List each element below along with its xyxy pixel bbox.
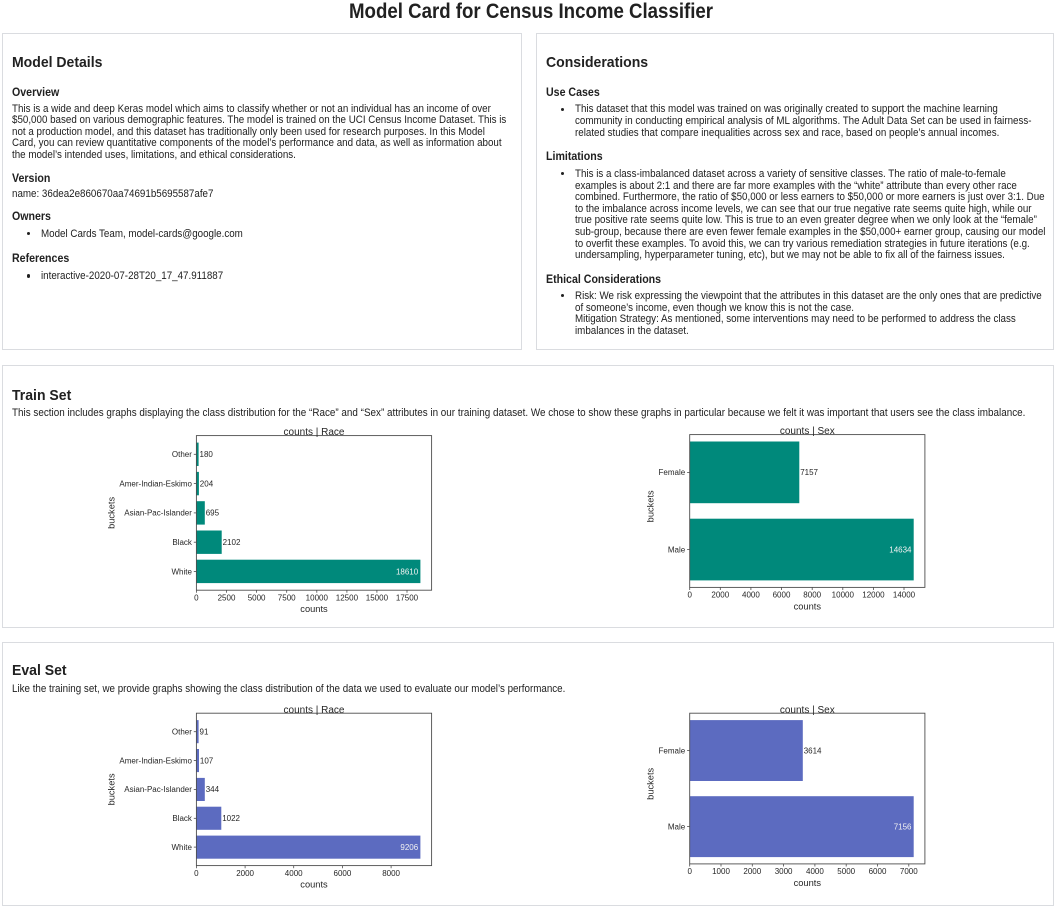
svg-text:counts | Sex: counts | Sex — [780, 426, 835, 437]
svg-text:12000: 12000 — [862, 591, 885, 600]
svg-text:buckets: buckets — [107, 497, 117, 529]
svg-text:Male: Male — [668, 545, 686, 554]
svg-text:10000: 10000 — [832, 591, 855, 600]
svg-text:2000: 2000 — [711, 591, 729, 600]
svg-text:White: White — [171, 843, 192, 852]
svg-text:Male: Male — [668, 822, 686, 831]
svg-text:counts: counts — [300, 880, 328, 890]
svg-text:204: 204 — [200, 479, 214, 488]
svg-text:7000: 7000 — [900, 867, 918, 876]
svg-text:7157: 7157 — [800, 468, 818, 477]
svg-text:344: 344 — [206, 785, 220, 794]
svg-text:1000: 1000 — [712, 867, 730, 876]
svg-text:counts | Race: counts | Race — [284, 705, 345, 716]
svg-text:17500: 17500 — [396, 594, 419, 603]
svg-text:10000: 10000 — [306, 594, 329, 603]
svg-text:counts | Race: counts | Race — [284, 427, 345, 438]
svg-text:4000: 4000 — [806, 867, 824, 876]
svg-text:14634: 14634 — [889, 545, 912, 554]
svg-text:8000: 8000 — [803, 591, 821, 600]
svg-text:Asian-Pac-Islander: Asian-Pac-Islander — [124, 509, 192, 518]
svg-text:7500: 7500 — [278, 594, 296, 603]
svg-text:18610: 18610 — [396, 567, 419, 576]
svg-text:Female: Female — [659, 468, 686, 477]
svg-text:3000: 3000 — [775, 867, 793, 876]
svg-text:5000: 5000 — [248, 594, 266, 603]
svg-text:buckets: buckets — [107, 773, 117, 805]
svg-text:buckets: buckets — [646, 767, 656, 799]
svg-text:14000: 14000 — [893, 591, 916, 600]
svg-text:Amer-Indian-Eskimo: Amer-Indian-Eskimo — [119, 756, 192, 765]
svg-text:7156: 7156 — [894, 822, 912, 831]
svg-text:Amer-Indian-Eskimo: Amer-Indian-Eskimo — [119, 479, 192, 488]
svg-text:2000: 2000 — [743, 867, 761, 876]
svg-text:8000: 8000 — [382, 869, 400, 878]
svg-text:counts: counts — [794, 878, 822, 888]
svg-text:0: 0 — [687, 867, 692, 876]
svg-text:91: 91 — [200, 728, 209, 737]
svg-text:6000: 6000 — [334, 869, 352, 878]
svg-text:2000: 2000 — [236, 869, 254, 878]
svg-text:2500: 2500 — [218, 594, 236, 603]
svg-text:107: 107 — [200, 756, 214, 765]
svg-text:buckets: buckets — [646, 490, 656, 522]
svg-text:6000: 6000 — [869, 867, 887, 876]
svg-text:Other: Other — [172, 728, 192, 737]
svg-text:Female: Female — [659, 746, 686, 755]
svg-text:3614: 3614 — [804, 746, 822, 755]
svg-text:Asian-Pac-Islander: Asian-Pac-Islander — [124, 785, 192, 794]
svg-text:0: 0 — [194, 869, 199, 878]
svg-text:counts: counts — [300, 604, 328, 614]
svg-text:counts: counts — [794, 601, 822, 611]
svg-text:4000: 4000 — [742, 591, 760, 600]
svg-text:6000: 6000 — [773, 591, 791, 600]
svg-text:5000: 5000 — [837, 867, 855, 876]
svg-text:Black: Black — [172, 814, 193, 823]
svg-text:Black: Black — [172, 538, 193, 547]
svg-text:0: 0 — [687, 591, 692, 600]
svg-text:White: White — [171, 567, 192, 576]
svg-text:0: 0 — [194, 594, 199, 603]
svg-text:2102: 2102 — [223, 538, 241, 547]
svg-text:180: 180 — [200, 450, 214, 459]
svg-text:9206: 9206 — [400, 843, 418, 852]
svg-text:Other: Other — [172, 450, 192, 459]
svg-text:12500: 12500 — [336, 594, 359, 603]
svg-text:695: 695 — [206, 509, 220, 518]
svg-text:counts | Sex: counts | Sex — [780, 705, 835, 716]
svg-text:15000: 15000 — [366, 594, 389, 603]
svg-text:4000: 4000 — [285, 869, 303, 878]
svg-text:1022: 1022 — [222, 814, 240, 823]
